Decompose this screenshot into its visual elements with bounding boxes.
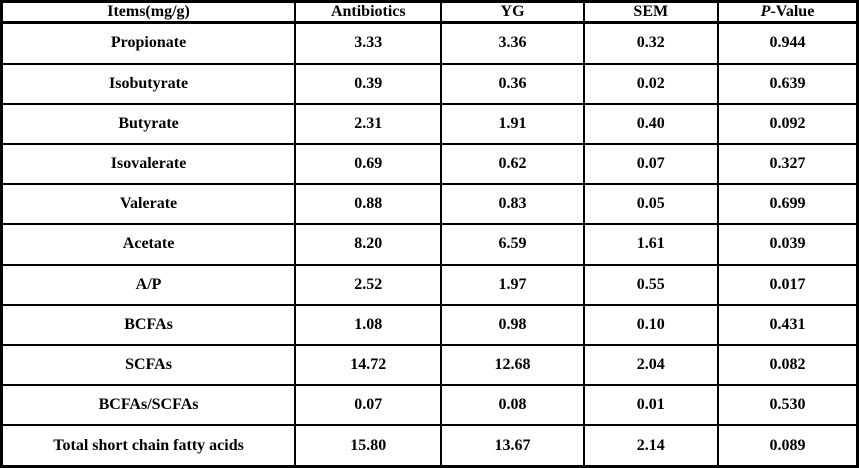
yg-cell: 6.59 [440,223,585,266]
sem-cell: 0.07 [582,143,719,186]
table-row: BCFAs/SCFAs 0.07 0.08 0.01 0.530 [0,384,859,427]
column-header-label: YG [500,3,525,20]
column-header-antibiotics: Antibiotics [294,0,443,24]
yg-cell: 0.62 [440,143,585,186]
yg-cell: 0.83 [440,183,585,226]
table-row: Isobutyrate 0.39 0.36 0.02 0.639 [0,62,859,105]
sem-cell: 0.02 [582,62,719,105]
p-value-cell: 0.431 [716,303,859,346]
antibiotics-cell: 2.52 [294,263,443,306]
sem-cell: 2.04 [582,343,719,387]
yg-cell: 3.36 [440,21,585,65]
yg-cell: 1.91 [440,102,585,146]
item-cell: Valerate [0,183,297,226]
table-row: A/P 2.52 1.97 0.55 0.017 [0,263,859,306]
antibiotics-cell: 0.88 [294,183,443,226]
p-value-cell: 0.092 [716,102,859,146]
column-header-sem: SEM [582,0,719,24]
antibiotics-cell: 15.80 [294,424,443,468]
table-header: Items(mg/g) Antibiotics YG SEM P-Value [0,0,859,24]
yg-cell: 12.68 [440,343,585,387]
sem-cell: 0.40 [582,102,719,146]
table-row: SCFAs 14.72 12.68 2.04 0.082 [0,343,859,387]
sem-cell: 0.55 [582,263,719,306]
p-value-cell: 0.699 [716,183,859,226]
table-row: Valerate 0.88 0.83 0.05 0.699 [0,183,859,226]
p-value-cell: 0.082 [716,343,859,387]
sem-cell: 0.05 [582,183,719,226]
antibiotics-cell: 0.07 [294,384,443,427]
p-value-cell: 0.039 [716,223,859,266]
sem-cell: 0.32 [582,21,719,65]
column-header-items: Items(mg/g) [0,0,297,24]
item-cell: Isobutyrate [0,62,297,105]
p-value-cell: 0.530 [716,384,859,427]
table-row: BCFAs 1.08 0.98 0.10 0.431 [0,303,859,346]
sem-cell: 2.14 [582,424,719,468]
column-header-label-italic: P [760,3,771,20]
table-row: Total short chain fatty acids 15.80 13.67 2… [0,424,859,468]
antibiotics-cell: 8.20 [294,223,443,266]
table-row: Isovalerate 0.69 0.62 0.07 0.327 [0,143,859,186]
item-cell: Acetate [0,223,297,266]
column-header-label: Items(mg/g) [107,3,190,20]
table-row: Propionate 3.33 3.36 0.32 0.944 [0,21,859,65]
table-row: Butyrate 2.31 1.91 0.40 0.092 [0,102,859,146]
item-cell: SCFAs [0,343,297,387]
column-header-yg: YG [440,0,585,24]
antibiotics-cell: 1.08 [294,303,443,346]
header-row: Items(mg/g) Antibiotics YG SEM P-Value [0,0,859,24]
column-header-p-value: P-Value [716,0,859,24]
item-cell: BCFAs/SCFAs [0,384,297,427]
item-cell: Propionate [0,21,297,65]
table-body: Propionate 3.33 3.36 0.32 0.944 Isobutyrate 0.… [0,21,859,468]
sem-cell: 0.10 [582,303,719,346]
item-cell: BCFAs [0,303,297,346]
sem-cell: 1.61 [582,223,719,266]
column-header-label: -Value [770,3,815,20]
p-value-cell: 0.944 [716,21,859,65]
antibiotics-cell: 14.72 [294,343,443,387]
antibiotics-cell: 3.33 [294,21,443,65]
item-cell: Total short chain fatty acids [0,424,297,468]
column-header-label: SEM [633,3,669,20]
sem-cell: 0.01 [582,384,719,427]
item-cell: A/P [0,263,297,306]
yg-cell: 0.36 [440,62,585,105]
p-value-cell: 0.639 [716,62,859,105]
item-cell: Isovalerate [0,143,297,186]
yg-cell: 0.98 [440,303,585,346]
yg-cell: 13.67 [440,424,585,468]
yg-cell: 0.08 [440,384,585,427]
antibiotics-cell: 2.31 [294,102,443,146]
p-value-cell: 0.017 [716,263,859,306]
column-header-label: Antibiotics [330,3,406,20]
yg-cell: 1.97 [440,263,585,306]
antibiotics-cell: 0.69 [294,143,443,186]
p-value-cell: 0.089 [716,424,859,468]
antibiotics-cell: 0.39 [294,62,443,105]
table-row: Acetate 8.20 6.59 1.61 0.039 [0,223,859,266]
item-cell: Butyrate [0,102,297,146]
p-value-cell: 0.327 [716,143,859,186]
